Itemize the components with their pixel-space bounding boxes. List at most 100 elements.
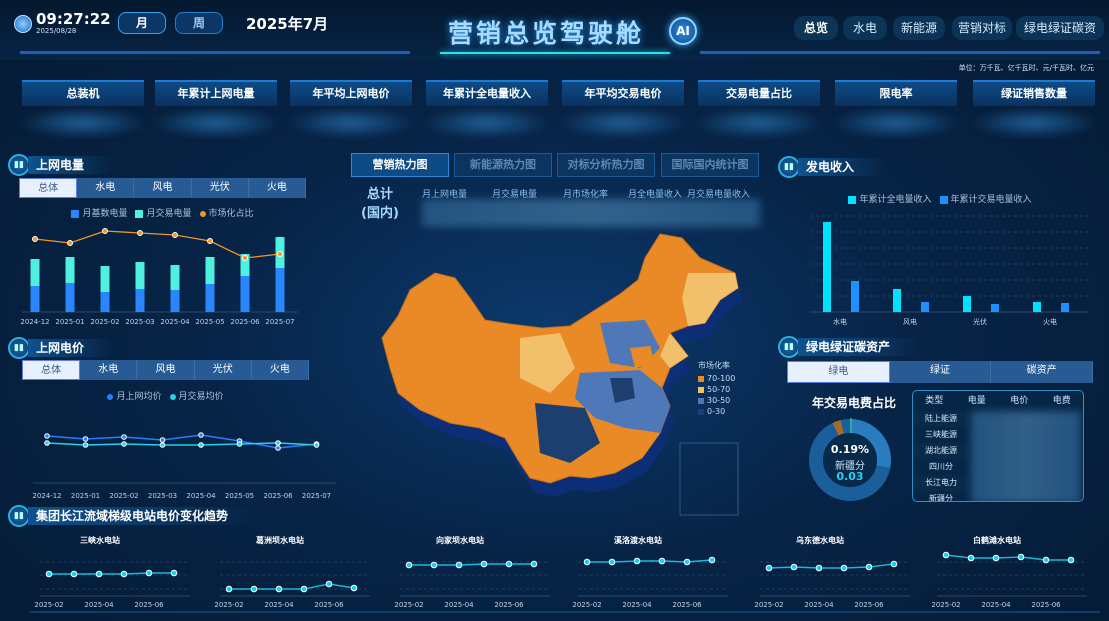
line-point[interactable] bbox=[44, 433, 50, 439]
week-button[interactable]: 周 bbox=[175, 12, 223, 34]
bar-base[interactable] bbox=[30, 286, 40, 312]
line-point[interactable] bbox=[992, 554, 1000, 562]
line-point[interactable] bbox=[102, 228, 108, 234]
region-mid[interactable] bbox=[682, 273, 738, 326]
donut-chart[interactable] bbox=[805, 415, 895, 505]
bar-trade[interactable] bbox=[135, 262, 145, 289]
revenue-bar[interactable] bbox=[823, 222, 831, 312]
tab[interactable]: 火电 bbox=[252, 360, 310, 380]
region-low[interactable] bbox=[575, 370, 670, 433]
line-point[interactable] bbox=[145, 569, 153, 577]
line-point[interactable] bbox=[865, 563, 873, 571]
legend-item[interactable]: 70-100 bbox=[698, 374, 735, 383]
line-point[interactable] bbox=[95, 570, 103, 578]
nav-green[interactable]: 绿电绿证碳资 bbox=[1016, 16, 1104, 40]
ai-button[interactable]: AI bbox=[669, 17, 697, 45]
kpi-card[interactable]: 年平均上网电价 bbox=[290, 80, 412, 140]
line-point[interactable] bbox=[198, 442, 204, 448]
line-point[interactable] bbox=[683, 558, 691, 566]
bar-trade[interactable] bbox=[170, 265, 180, 290]
table-row[interactable]: 四川分 bbox=[929, 462, 953, 471]
line-point[interactable] bbox=[480, 560, 488, 568]
bar-base[interactable] bbox=[275, 268, 285, 312]
bar-trade[interactable] bbox=[30, 259, 40, 286]
line-point[interactable] bbox=[45, 570, 53, 578]
tab[interactable]: 火电 bbox=[249, 178, 307, 198]
tab[interactable]: 水电 bbox=[77, 178, 135, 198]
legend-item[interactable]: 年累计全电量收入 bbox=[848, 192, 932, 205]
kpi-card[interactable]: 总装机 bbox=[22, 80, 144, 140]
tab[interactable]: 总体 bbox=[19, 178, 78, 198]
line-point[interactable] bbox=[137, 230, 143, 236]
line-point[interactable] bbox=[82, 436, 89, 442]
kpi-card[interactable]: 年累计全电量收入 bbox=[426, 80, 548, 140]
line-point[interactable] bbox=[1067, 556, 1075, 564]
tab[interactable]: 光伏 bbox=[195, 360, 252, 380]
kpi-card[interactable]: 年平均交易电价 bbox=[562, 80, 684, 140]
bar-base[interactable] bbox=[170, 290, 180, 312]
revenue-bar[interactable] bbox=[963, 296, 971, 312]
nav-overview[interactable]: 总览 bbox=[794, 16, 838, 40]
table-row[interactable]: 陆上能源 bbox=[913, 411, 969, 427]
line-point[interactable] bbox=[890, 560, 898, 568]
china-heat-map[interactable] bbox=[370, 228, 750, 518]
line-point[interactable] bbox=[505, 560, 513, 568]
region-high[interactable] bbox=[620, 428, 660, 458]
donut-segment[interactable] bbox=[809, 419, 891, 501]
center-tab[interactable]: 新能源热力图 bbox=[454, 153, 552, 177]
line-point[interactable] bbox=[67, 240, 73, 246]
legend-item[interactable]: 月交易电量 bbox=[135, 206, 192, 219]
tab[interactable]: 总体 bbox=[22, 360, 81, 380]
line-point[interactable] bbox=[530, 560, 538, 568]
line-point[interactable] bbox=[455, 561, 463, 569]
line-point[interactable] bbox=[840, 564, 848, 572]
bar-base[interactable] bbox=[240, 276, 250, 312]
tab[interactable]: 绿证 bbox=[890, 361, 992, 383]
line-point[interactable] bbox=[313, 442, 320, 448]
current-period[interactable]: 2025年7月 bbox=[246, 15, 329, 33]
legend-item[interactable]: 0-30 bbox=[698, 407, 735, 416]
table-row[interactable]: 新疆分 bbox=[929, 494, 953, 502]
line-point[interactable] bbox=[815, 564, 823, 572]
kpi-card[interactable]: 绿证销售数量 bbox=[973, 80, 1095, 140]
month-button[interactable]: 月 bbox=[118, 12, 166, 34]
line-point[interactable] bbox=[277, 251, 283, 257]
bar-trade[interactable] bbox=[240, 254, 250, 276]
nav-hydro[interactable]: 水电 bbox=[843, 16, 887, 40]
center-tab[interactable]: 对标分析热力图 bbox=[557, 153, 655, 177]
line-point[interactable] bbox=[207, 238, 213, 244]
bar-trade[interactable] bbox=[100, 266, 110, 292]
region-mid[interactable] bbox=[660, 333, 688, 368]
legend-item[interactable]: 年累计交易电量收入 bbox=[939, 192, 1032, 205]
tab[interactable]: 光伏 bbox=[192, 178, 249, 198]
region-lowest[interactable] bbox=[535, 403, 600, 463]
line-point[interactable] bbox=[121, 434, 127, 440]
line-point[interactable] bbox=[275, 445, 281, 451]
legend-item[interactable]: 月基数电量 bbox=[71, 206, 127, 219]
line-point[interactable] bbox=[44, 440, 50, 446]
bar-trade[interactable] bbox=[65, 257, 75, 283]
line-point[interactable] bbox=[708, 556, 716, 564]
line-point[interactable] bbox=[300, 585, 308, 593]
line-point[interactable] bbox=[325, 580, 333, 588]
line-point[interactable] bbox=[1017, 553, 1025, 561]
revenue-bar[interactable] bbox=[851, 281, 859, 312]
revenue-bar[interactable] bbox=[1061, 303, 1069, 312]
line-point[interactable] bbox=[121, 441, 127, 447]
line-point[interactable] bbox=[198, 432, 204, 438]
scroll-track[interactable] bbox=[30, 611, 1100, 613]
line-point[interactable] bbox=[942, 551, 950, 559]
legend-item[interactable]: 50-70 bbox=[698, 385, 735, 394]
tab[interactable]: 风电 bbox=[137, 360, 195, 380]
line-point[interactable] bbox=[405, 561, 413, 569]
line-point[interactable] bbox=[70, 570, 78, 578]
table-row[interactable]: 湖北能源 bbox=[913, 443, 969, 459]
line-point[interactable] bbox=[633, 557, 641, 565]
line-point[interactable] bbox=[32, 236, 38, 242]
tab[interactable]: 碳资产 bbox=[991, 361, 1094, 383]
region-high[interactable] bbox=[630, 346, 655, 368]
revenue-bar[interactable] bbox=[893, 289, 901, 312]
line-point[interactable] bbox=[967, 554, 975, 562]
revenue-bar[interactable] bbox=[921, 302, 929, 312]
nav-new-energy[interactable]: 新能源 bbox=[893, 16, 945, 40]
